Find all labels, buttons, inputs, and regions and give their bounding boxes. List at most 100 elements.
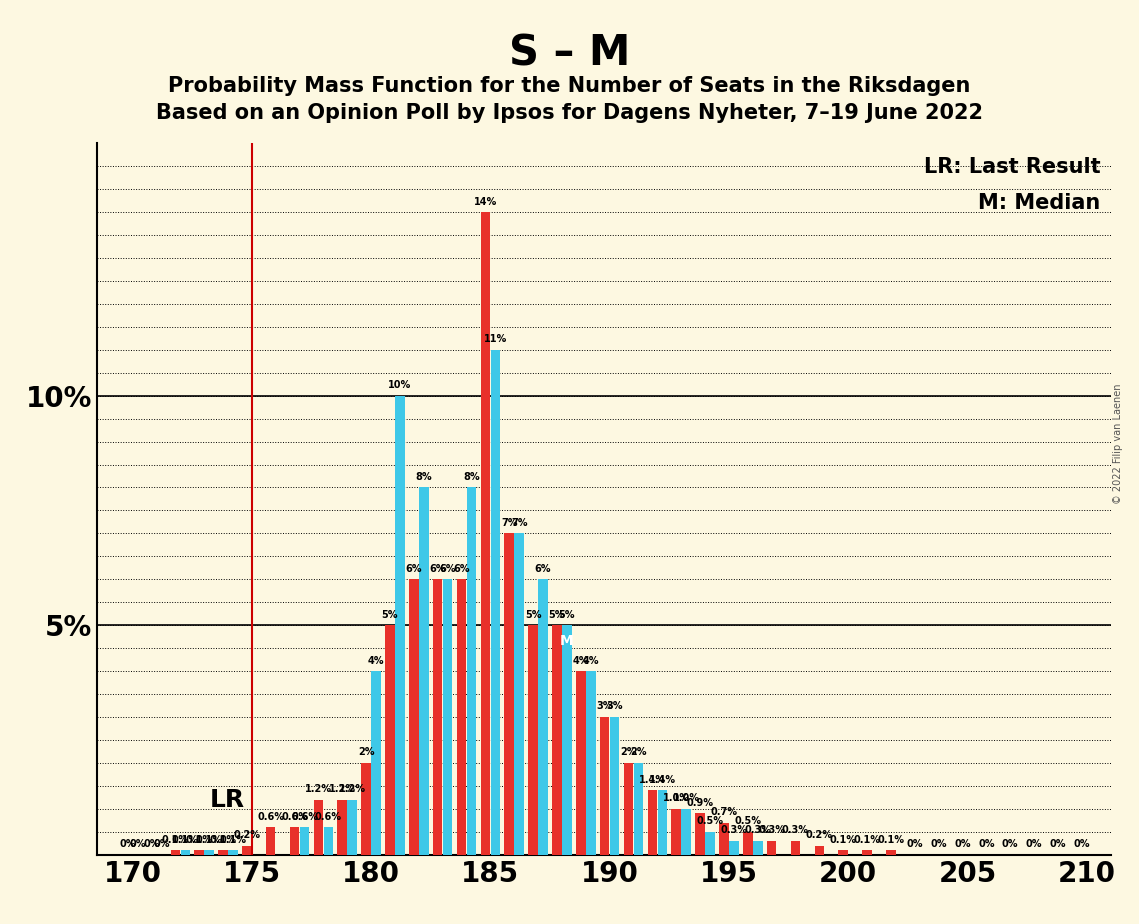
Text: 1.0%: 1.0% (673, 794, 699, 803)
Text: 0%: 0% (154, 839, 170, 849)
Bar (313, 799, 323, 855)
Bar (219, 850, 228, 855)
Text: 0.2%: 0.2% (805, 830, 833, 840)
Text: 0%: 0% (954, 839, 970, 849)
Text: 0.1%: 0.1% (829, 834, 857, 845)
Text: 0.2%: 0.2% (233, 830, 261, 840)
Bar (790, 841, 801, 855)
Text: 0%: 0% (978, 839, 994, 849)
Text: 7%: 7% (501, 517, 517, 528)
Bar (204, 850, 214, 855)
Text: 8%: 8% (416, 472, 432, 482)
Text: 0.3%: 0.3% (744, 825, 771, 835)
Bar (576, 671, 585, 855)
Bar (862, 850, 871, 855)
Text: 1.2%: 1.2% (329, 784, 355, 794)
Bar (243, 845, 252, 855)
Bar (361, 763, 371, 855)
Text: 10%: 10% (388, 380, 411, 390)
Text: 6%: 6% (453, 564, 469, 574)
Text: 0%: 0% (1026, 839, 1042, 849)
Bar (671, 808, 681, 855)
Text: 6%: 6% (405, 564, 423, 574)
Bar (457, 579, 466, 855)
Text: 11%: 11% (484, 334, 507, 345)
Bar (433, 579, 442, 855)
Text: 1.4%: 1.4% (649, 775, 675, 784)
Bar (539, 579, 548, 855)
Bar (767, 841, 777, 855)
Text: 0.6%: 0.6% (292, 811, 318, 821)
Text: 1.0%: 1.0% (663, 794, 690, 803)
Text: 0.3%: 0.3% (782, 825, 809, 835)
Text: 5%: 5% (525, 610, 541, 620)
Text: 0.1%: 0.1% (172, 834, 199, 845)
Text: 0.6%: 0.6% (257, 811, 285, 821)
Bar (719, 822, 729, 855)
Text: 0%: 0% (907, 839, 923, 849)
Text: 0%: 0% (1073, 839, 1090, 849)
Bar (648, 790, 657, 855)
Text: 4%: 4% (368, 656, 384, 665)
Bar (195, 850, 204, 855)
Text: 0.1%: 0.1% (877, 834, 904, 845)
Text: Probability Mass Function for the Number of Seats in the Riksdagen: Probability Mass Function for the Number… (169, 76, 970, 96)
Text: 5%: 5% (549, 610, 565, 620)
Text: 2%: 2% (358, 748, 375, 758)
Text: 1.4%: 1.4% (639, 775, 666, 784)
Text: 0.6%: 0.6% (314, 811, 342, 821)
Text: 2%: 2% (630, 748, 647, 758)
Bar (481, 213, 490, 855)
Bar (300, 827, 310, 855)
Bar (814, 845, 823, 855)
Text: 0%: 0% (1002, 839, 1018, 849)
Bar (681, 808, 691, 855)
Text: 2%: 2% (621, 748, 637, 758)
Bar (886, 850, 895, 855)
Text: Based on an Opinion Poll by Ipsos for Dagens Nyheter, 7–19 June 2022: Based on an Opinion Poll by Ipsos for Da… (156, 103, 983, 124)
Bar (657, 790, 667, 855)
Text: S – M: S – M (509, 32, 630, 74)
Text: 0.9%: 0.9% (687, 798, 713, 808)
Text: 0.1%: 0.1% (210, 834, 237, 845)
Text: 0.1%: 0.1% (162, 834, 189, 845)
Bar (743, 832, 753, 855)
Text: M: Median: M: Median (978, 193, 1100, 213)
Text: 0%: 0% (120, 839, 136, 849)
Bar (705, 832, 715, 855)
Text: 5%: 5% (559, 610, 575, 620)
Bar (587, 671, 596, 855)
Bar (563, 626, 572, 855)
Text: 0.3%: 0.3% (759, 825, 785, 835)
Bar (337, 799, 347, 855)
Bar (409, 579, 418, 855)
Text: 6%: 6% (535, 564, 551, 574)
Text: M: M (560, 635, 574, 649)
Bar (695, 813, 705, 855)
Text: 0.1%: 0.1% (186, 834, 213, 845)
Bar (600, 717, 609, 855)
Bar (347, 799, 357, 855)
Bar (838, 850, 847, 855)
Bar (289, 827, 300, 855)
Text: 0%: 0% (130, 839, 146, 849)
Text: 8%: 8% (464, 472, 480, 482)
Text: 4%: 4% (582, 656, 599, 665)
Text: 0.7%: 0.7% (711, 807, 737, 817)
Text: 0.1%: 0.1% (853, 834, 880, 845)
Text: 0.5%: 0.5% (697, 816, 723, 826)
Text: LR: LR (210, 787, 245, 811)
Bar (753, 841, 762, 855)
Bar (395, 395, 404, 855)
Text: 0.5%: 0.5% (735, 816, 761, 826)
Text: 1.2%: 1.2% (305, 784, 331, 794)
Text: 7%: 7% (511, 517, 527, 528)
Text: 0.1%: 0.1% (196, 834, 222, 845)
Bar (552, 626, 562, 855)
Text: LR: Last Result: LR: Last Result (924, 157, 1100, 177)
Bar (633, 763, 644, 855)
Text: 14%: 14% (474, 197, 497, 207)
Text: 0%: 0% (1049, 839, 1066, 849)
Bar (228, 850, 238, 855)
Text: 0.6%: 0.6% (281, 811, 308, 821)
